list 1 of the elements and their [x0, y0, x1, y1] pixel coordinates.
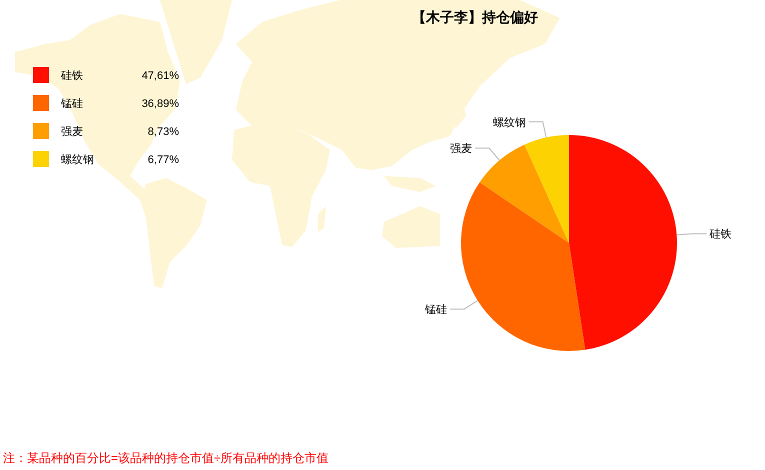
annotation: 注：某品种的百分比=该品种的持仓市值÷所有品种的持仓市值	[3, 451, 329, 465]
